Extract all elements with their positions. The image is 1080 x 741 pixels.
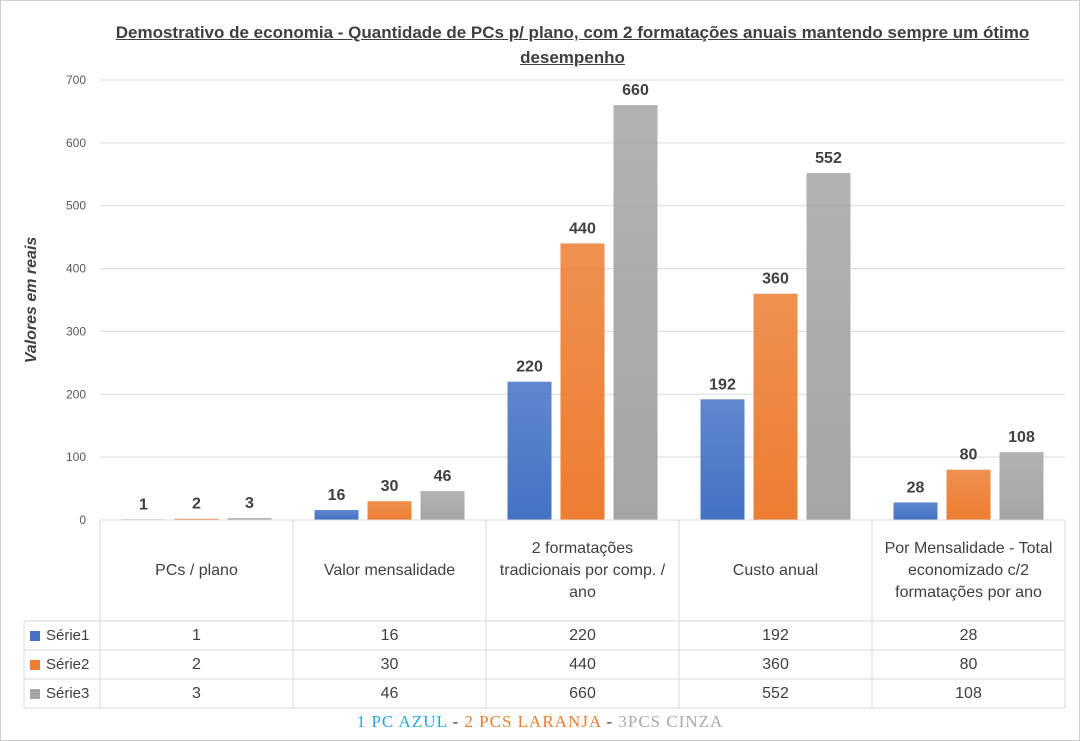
- bar: [507, 381, 552, 520]
- data-label: 16: [328, 487, 346, 504]
- bar: [700, 399, 745, 520]
- data-label: 660: [622, 82, 649, 99]
- table-cell: 46: [380, 684, 399, 702]
- legend-swatch: [30, 688, 40, 699]
- table-cell: 2: [192, 655, 201, 673]
- data-label: 360: [762, 271, 789, 288]
- series-name: Série3: [46, 685, 90, 702]
- caption-separator: -: [447, 712, 465, 731]
- category-label: 2 formatações tradicionais por comp. / a…: [499, 539, 666, 601]
- data-label: 192: [709, 376, 736, 393]
- chart-title: Demostrativo de economia - Quantidade de…: [115, 23, 1030, 67]
- y-tick-label: 0: [79, 513, 86, 527]
- category-label: Por Mensalidade - Total economizado c/2 …: [884, 539, 1053, 601]
- table-cell: 660: [569, 684, 596, 702]
- table-cell: 30: [380, 655, 399, 673]
- table-cell: 16: [380, 626, 399, 644]
- caption-orange: 2 PCS LARANJA: [464, 712, 602, 731]
- data-label: 28: [907, 479, 925, 496]
- data-label: 552: [815, 150, 842, 167]
- bar: [999, 452, 1044, 520]
- data-label: 30: [381, 478, 399, 495]
- y-tick-label: 200: [66, 387, 86, 401]
- bar: [806, 173, 851, 520]
- y-tick-label: 600: [66, 136, 86, 150]
- category-label: Valor mensalidade: [323, 561, 456, 579]
- data-label: 440: [569, 220, 596, 237]
- table-cell: 3: [192, 684, 201, 702]
- y-tick-label: 300: [66, 324, 86, 338]
- y-tick-label: 500: [66, 199, 86, 213]
- legend-swatch: [30, 630, 40, 641]
- bar: [174, 518, 219, 520]
- y-tick-label: 100: [66, 450, 86, 464]
- bar: [613, 105, 658, 521]
- data-label: 220: [516, 359, 543, 376]
- table-cell: 28: [959, 626, 978, 644]
- caption-blue: 1 PC AZUL: [356, 712, 448, 731]
- bar: [367, 501, 412, 520]
- bar: [314, 509, 359, 520]
- data-label: 1: [139, 496, 148, 513]
- bar: [946, 469, 991, 520]
- caption: 1 PC AZUL - 2 PCS LARANJA - 3PCS CINZA: [0, 712, 1080, 732]
- table-cell: 552: [762, 684, 789, 702]
- data-label: 80: [960, 447, 978, 464]
- bar: [893, 502, 938, 520]
- table-cell: 1: [192, 626, 201, 644]
- category-label: PCs / plano: [155, 561, 238, 579]
- category-label: Custo anual: [732, 561, 819, 579]
- series-name: Série2: [46, 656, 90, 673]
- table-cell: 80: [959, 655, 978, 673]
- data-label: 46: [434, 468, 452, 485]
- table-cell: 360: [762, 655, 789, 673]
- series-legend-entry: Série1: [30, 621, 100, 650]
- series-name: Série1: [46, 627, 90, 644]
- series-legend-entry: Série2: [30, 650, 100, 679]
- table-cell: 220: [569, 626, 596, 644]
- data-label: 108: [1008, 429, 1035, 446]
- data-label: 2: [192, 496, 201, 513]
- table-cell: 192: [762, 626, 789, 644]
- caption-gray: 3PCS CINZA: [618, 712, 724, 731]
- table-cell: 440: [569, 655, 596, 673]
- y-tick-label: 700: [66, 73, 86, 87]
- y-tick-label: 400: [66, 262, 86, 276]
- data-label: 3: [245, 495, 254, 512]
- series-legend-entry: Série3: [30, 679, 100, 708]
- bar: [227, 518, 272, 520]
- table-cell: 108: [955, 684, 982, 702]
- bar: [420, 491, 465, 520]
- bar: [753, 293, 798, 520]
- legend-swatch: [30, 659, 40, 670]
- bar: [560, 243, 605, 520]
- caption-separator: -: [601, 712, 619, 731]
